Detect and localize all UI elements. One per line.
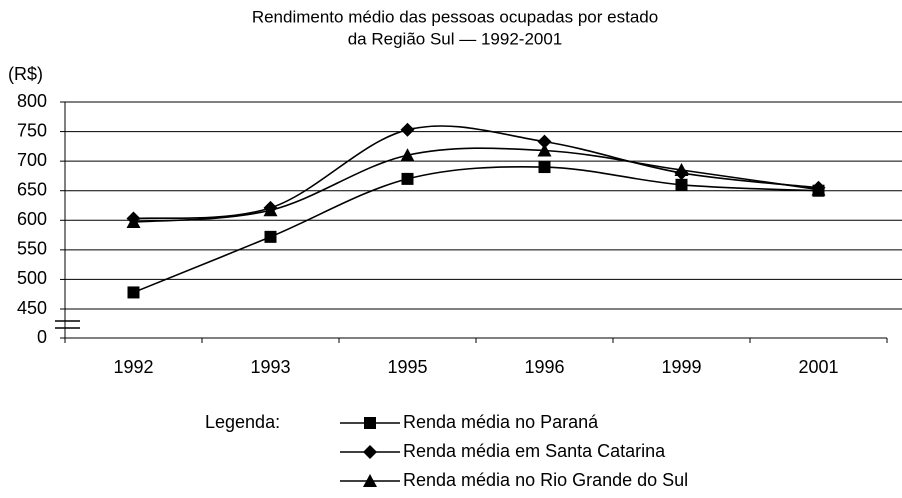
legend-label: Renda média no Paraná bbox=[403, 412, 599, 432]
legend-marker bbox=[363, 445, 377, 459]
series-line bbox=[133, 165, 819, 294]
data-point bbox=[538, 161, 551, 174]
y-tick-label: 700 bbox=[17, 150, 47, 170]
y-tick-label: 550 bbox=[17, 239, 47, 259]
data-point bbox=[400, 148, 415, 162]
x-tick-label: 1993 bbox=[250, 357, 290, 377]
data-point bbox=[537, 143, 552, 157]
x-tick-label: 2001 bbox=[798, 357, 838, 377]
data-point bbox=[126, 215, 141, 229]
legend-title: Legenda: bbox=[205, 412, 280, 432]
legend-label: Renda média em Santa Catarina bbox=[403, 441, 666, 461]
y-tick-label: 500 bbox=[17, 268, 47, 288]
chart-title: Rendimento médio das pessoas ocupadas po… bbox=[252, 7, 658, 26]
x-tick-label: 1995 bbox=[387, 357, 427, 377]
legend-label: Renda média no Rio Grande do Sul bbox=[403, 470, 688, 490]
data-point bbox=[264, 230, 277, 243]
legend-marker bbox=[363, 474, 377, 487]
series-line bbox=[133, 125, 819, 220]
series-line bbox=[133, 147, 819, 223]
x-tick-label: 1999 bbox=[661, 357, 701, 377]
y-tick-label: 600 bbox=[17, 209, 47, 229]
data-point bbox=[400, 122, 415, 137]
legend-marker bbox=[364, 417, 376, 429]
axis-break bbox=[55, 320, 80, 329]
y-tick-label: 800 bbox=[17, 91, 47, 111]
y-tick-label: 450 bbox=[17, 298, 47, 318]
data-point bbox=[674, 163, 689, 177]
y-tick-label: 750 bbox=[17, 120, 47, 140]
data-point bbox=[127, 286, 140, 299]
chart-subtitle: da Região Sul — 1992-2001 bbox=[348, 29, 563, 48]
data-point bbox=[401, 172, 414, 185]
y-tick-label: 650 bbox=[17, 179, 47, 199]
data-point bbox=[675, 178, 688, 191]
x-tick-label: 1992 bbox=[113, 357, 153, 377]
x-tick-label: 1996 bbox=[524, 357, 564, 377]
data-point bbox=[263, 203, 278, 217]
data-point bbox=[537, 134, 552, 149]
y-axis-label: (R$) bbox=[8, 64, 43, 84]
data-point bbox=[811, 182, 826, 196]
y-tick-label: 0 bbox=[37, 327, 47, 347]
